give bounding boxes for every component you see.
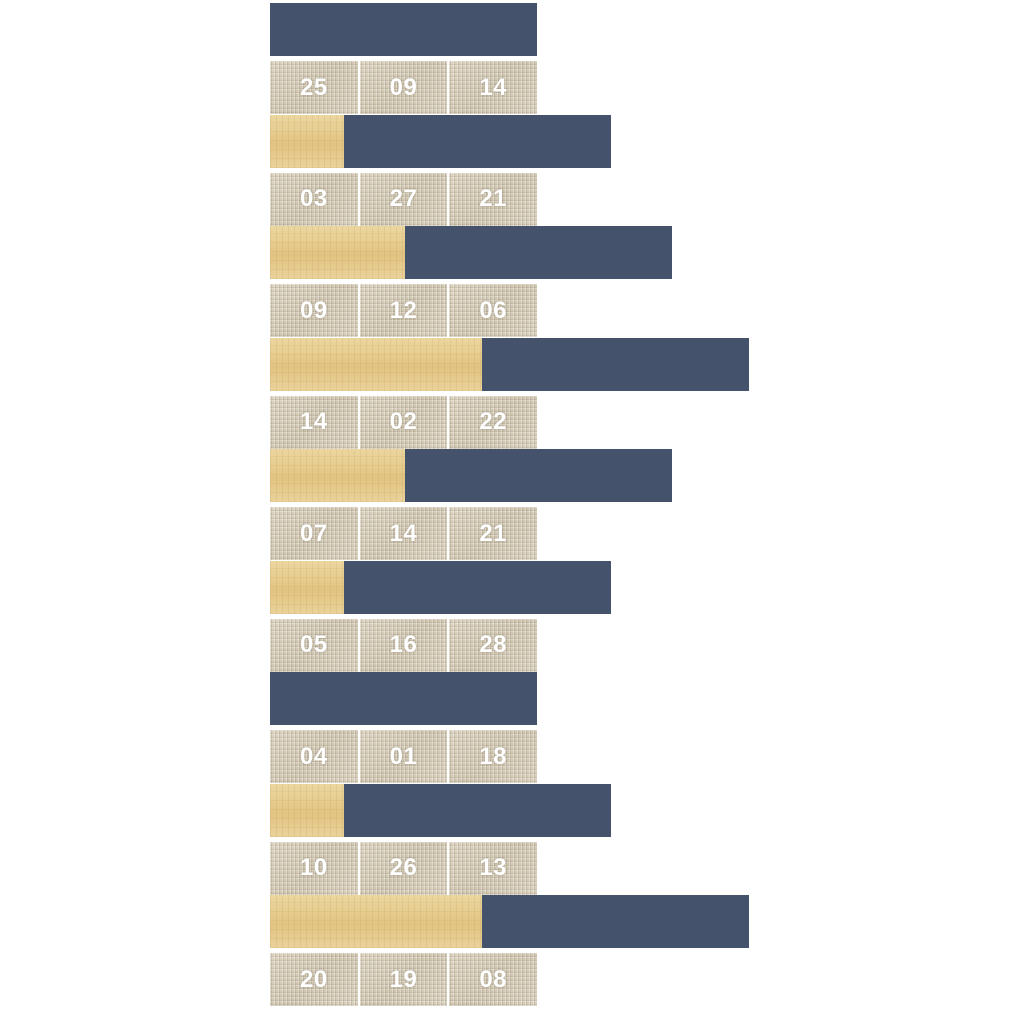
digit-tile: 19 [359, 953, 448, 1006]
digit-row-7: 04 01 18 [270, 730, 538, 783]
digit-tile: 27 [359, 172, 448, 226]
digit-tile: 26 [359, 841, 448, 895]
digit-tile: 20 [270, 953, 358, 1006]
slider-bar[interactable] [405, 226, 672, 279]
offset-strip [270, 114, 344, 168]
slider-bar[interactable] [482, 337, 749, 391]
digit-row-8: 10 26 13 [270, 841, 538, 895]
slider-bar[interactable] [270, 3, 537, 56]
digit-tile: 01 [359, 730, 448, 783]
slider-bar[interactable] [344, 560, 611, 614]
offset-strip [270, 895, 482, 948]
offset-strip [270, 226, 405, 279]
digit-tile: 16 [359, 618, 448, 672]
digit-tile: 03 [270, 172, 358, 226]
slider-bar[interactable] [270, 672, 537, 725]
digit-row-3: 09 12 06 [270, 284, 538, 337]
digit-tile: 13 [449, 841, 538, 895]
digit-tile: 14 [359, 507, 448, 560]
slider-bar[interactable] [482, 895, 749, 948]
offset-strip [270, 560, 344, 614]
slider-bar[interactable] [405, 449, 672, 502]
digit-tile: 06 [449, 284, 538, 337]
digit-tile: 07 [270, 507, 358, 560]
digit-tile: 25 [270, 61, 358, 114]
digit-row-2: 03 27 21 [270, 172, 538, 226]
digit-row-9: 20 19 08 [270, 953, 538, 1006]
slider-bar[interactable] [344, 783, 611, 837]
offset-strip [270, 783, 344, 837]
digit-tile: 21 [449, 172, 538, 226]
digit-row-4: 14 02 22 [270, 395, 538, 449]
digit-row-5: 07 14 21 [270, 507, 538, 560]
slider-bar[interactable] [344, 114, 611, 168]
digit-tile: 02 [359, 395, 448, 449]
digit-tile: 09 [270, 284, 358, 337]
digit-tile: 22 [449, 395, 538, 449]
digit-tile: 05 [270, 618, 358, 672]
digit-row-1: 25 09 14 [270, 61, 538, 114]
digit-tile: 18 [449, 730, 538, 783]
digit-tile: 14 [270, 395, 358, 449]
digit-tile: 09 [359, 61, 448, 114]
digit-tile: 28 [449, 618, 538, 672]
offset-strip [270, 337, 482, 391]
digit-tile: 04 [270, 730, 358, 783]
digit-tile: 21 [449, 507, 538, 560]
offset-strip [270, 449, 405, 502]
digit-tile: 12 [359, 284, 448, 337]
digit-tile: 14 [449, 61, 538, 114]
digit-tile: 08 [449, 953, 538, 1006]
digit-row-6: 05 16 28 [270, 618, 538, 672]
digit-tile: 10 [270, 841, 358, 895]
